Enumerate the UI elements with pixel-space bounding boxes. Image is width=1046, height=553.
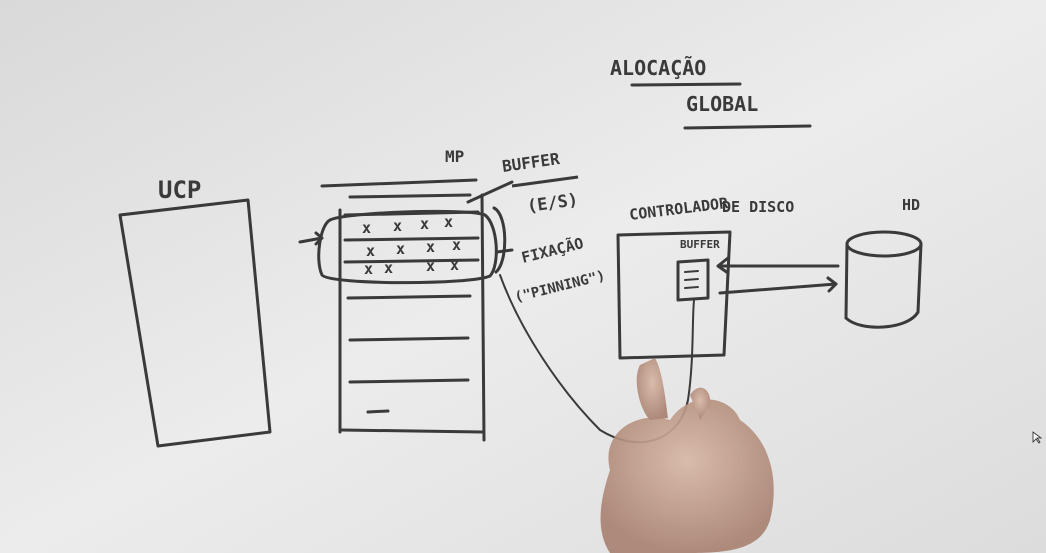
mp-memory-block: [320, 178, 486, 442]
buffer-mark: x: [420, 215, 429, 233]
title-alocacao: ALOCAÇÃO: [610, 56, 706, 80]
buffer-pool-oval: [317, 209, 498, 285]
buffer-leader-line: [466, 180, 514, 204]
buffer-mark: x: [393, 217, 402, 235]
controller-buffer-box: [676, 258, 710, 302]
disk-controller-box: [616, 230, 732, 360]
buffer-mark: x: [444, 213, 453, 231]
pinning-bracket: [492, 206, 507, 274]
ucp-box: [118, 198, 272, 448]
buffer-mark: x: [396, 240, 405, 258]
buffer-mark: x: [450, 256, 459, 274]
presenter-hand: [600, 358, 774, 553]
ucp-label: UCP: [158, 176, 201, 204]
buffer-mark: x: [426, 238, 435, 256]
buffer-mark: x: [362, 219, 371, 237]
buffer-mark: x: [364, 260, 373, 278]
hd-label: HD: [902, 196, 920, 214]
controller-buffer-marks: [684, 270, 699, 289]
buffer-label-underline: [511, 175, 579, 188]
pointer-arrow: [298, 231, 324, 246]
buffer-mark: x: [426, 257, 435, 275]
mouse-cursor: [1032, 431, 1043, 444]
pinning-arrow: [495, 248, 514, 254]
de-disco-label: DE DISCO: [722, 198, 794, 216]
hard-disk-cylinder: [844, 230, 923, 329]
arrow-buffer-to-hd: [718, 276, 838, 295]
controller-buffer-label: BUFFER: [680, 238, 720, 251]
title-underline-1: [630, 82, 742, 87]
buffer-mark: x: [452, 236, 461, 254]
buffer-marks: x x x x x x x x x x x x: [362, 213, 461, 278]
arrow-hd-to-buffer: [716, 256, 840, 275]
title-global: GLOBAL: [686, 92, 758, 116]
mp-label: MP: [445, 147, 464, 166]
title-underline-2: [683, 124, 812, 130]
buffer-mark: x: [366, 242, 375, 260]
buffer-mark: x: [384, 259, 393, 277]
